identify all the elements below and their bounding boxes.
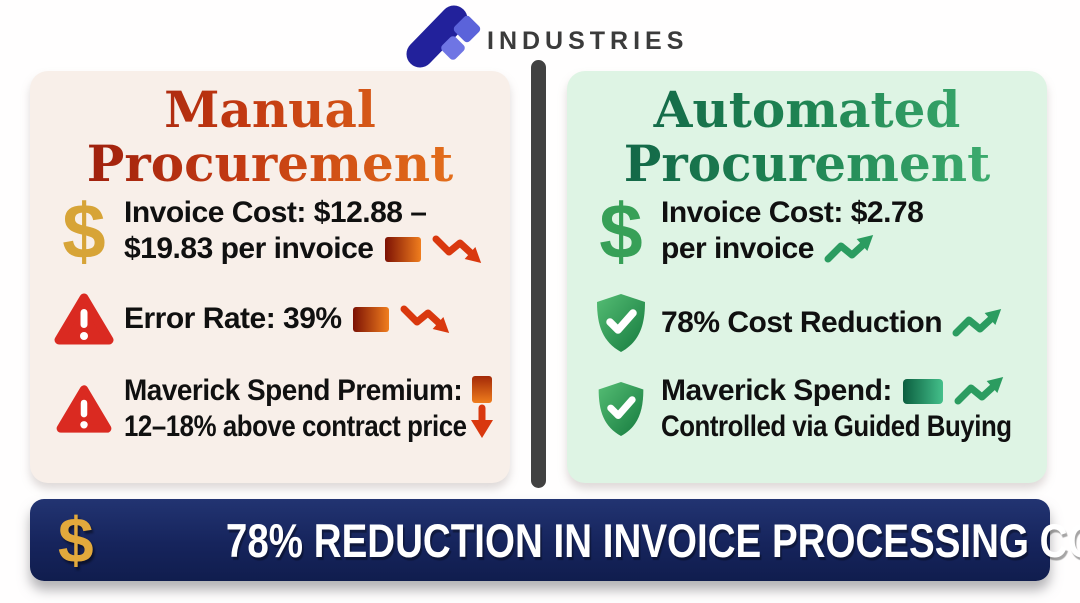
trend-up-icon <box>824 234 874 263</box>
manual-procurement-panel: Manual Procurement $ Invoice Cost: $12.8… <box>30 71 510 483</box>
decline-bar-icon <box>352 306 389 332</box>
brand-name: INDUSTRIES <box>487 27 689 55</box>
automated-title-line1: Automated <box>653 80 961 139</box>
manual-error-rate-text: Error Rate: 39% <box>124 301 456 337</box>
automated-procurement-panel: Automated Procurement $ Invoice Cost: $2… <box>567 71 1047 483</box>
trend-up-icon <box>954 376 1004 405</box>
manual-invoice-cost-text: Invoice Cost: $12.88 – $19.83 per invoic… <box>124 195 488 267</box>
brand-logo-icon <box>406 5 481 68</box>
automated-cost-reduction-text: 78% Cost Reduction <box>661 305 1008 341</box>
trend-down-icon <box>432 235 481 264</box>
growth-bar-icon <box>902 378 943 404</box>
dollar-icon: $ <box>62 186 106 275</box>
dollar-badge-icon: $ <box>58 504 94 576</box>
warning-icon <box>44 291 124 347</box>
manual-title-line1: Manual <box>164 80 376 139</box>
price-drop-icon <box>471 376 493 438</box>
manual-title-line2: Procurement <box>86 134 454 193</box>
automated-cost-reduction-row: 78% Cost Reduction <box>581 291 1037 355</box>
automated-panel-title: Automated Procurement <box>567 83 1047 191</box>
shield-check-icon <box>581 291 661 355</box>
automated-invoice-cost-row: $ Invoice Cost: $2.78 per invoice <box>581 186 1037 275</box>
warning-icon <box>44 383 124 435</box>
panel-divider <box>531 60 546 488</box>
automated-maverick-spend-row: Maverick Spend: Controlled via Guided Bu… <box>581 373 1037 445</box>
automated-title-line2: Procurement <box>623 134 991 193</box>
manual-maverick-spend-text: Maverick Spend Premium: 12–18% above con… <box>124 374 467 443</box>
automated-maverick-spend-text: Maverick Spend: Controlled via Guided Bu… <box>661 373 1069 445</box>
banner-text: 78% REDUCTION IN INVOICE PROCESSING COST… <box>225 513 1080 567</box>
manual-panel-title: Manual Procurement <box>30 83 510 191</box>
summary-banner: $ 78% REDUCTION IN INVOICE PROCESSING CO… <box>30 499 1080 581</box>
decline-bar-icon <box>384 236 421 262</box>
trend-down-icon <box>400 305 449 334</box>
automated-invoice-cost-text: Invoice Cost: $2.78 per invoice <box>661 196 924 265</box>
shield-check-icon <box>581 379 661 439</box>
dollar-icon: $ <box>599 186 643 275</box>
trend-up-icon <box>952 308 1002 337</box>
manual-maverick-spend-row: Maverick Spend Premium: 12–18% above con… <box>44 373 500 445</box>
manual-error-rate-row: Error Rate: 39% <box>44 291 500 347</box>
manual-invoice-cost-row: $ Invoice Cost: $12.88 – $19.83 per invo… <box>44 186 500 275</box>
